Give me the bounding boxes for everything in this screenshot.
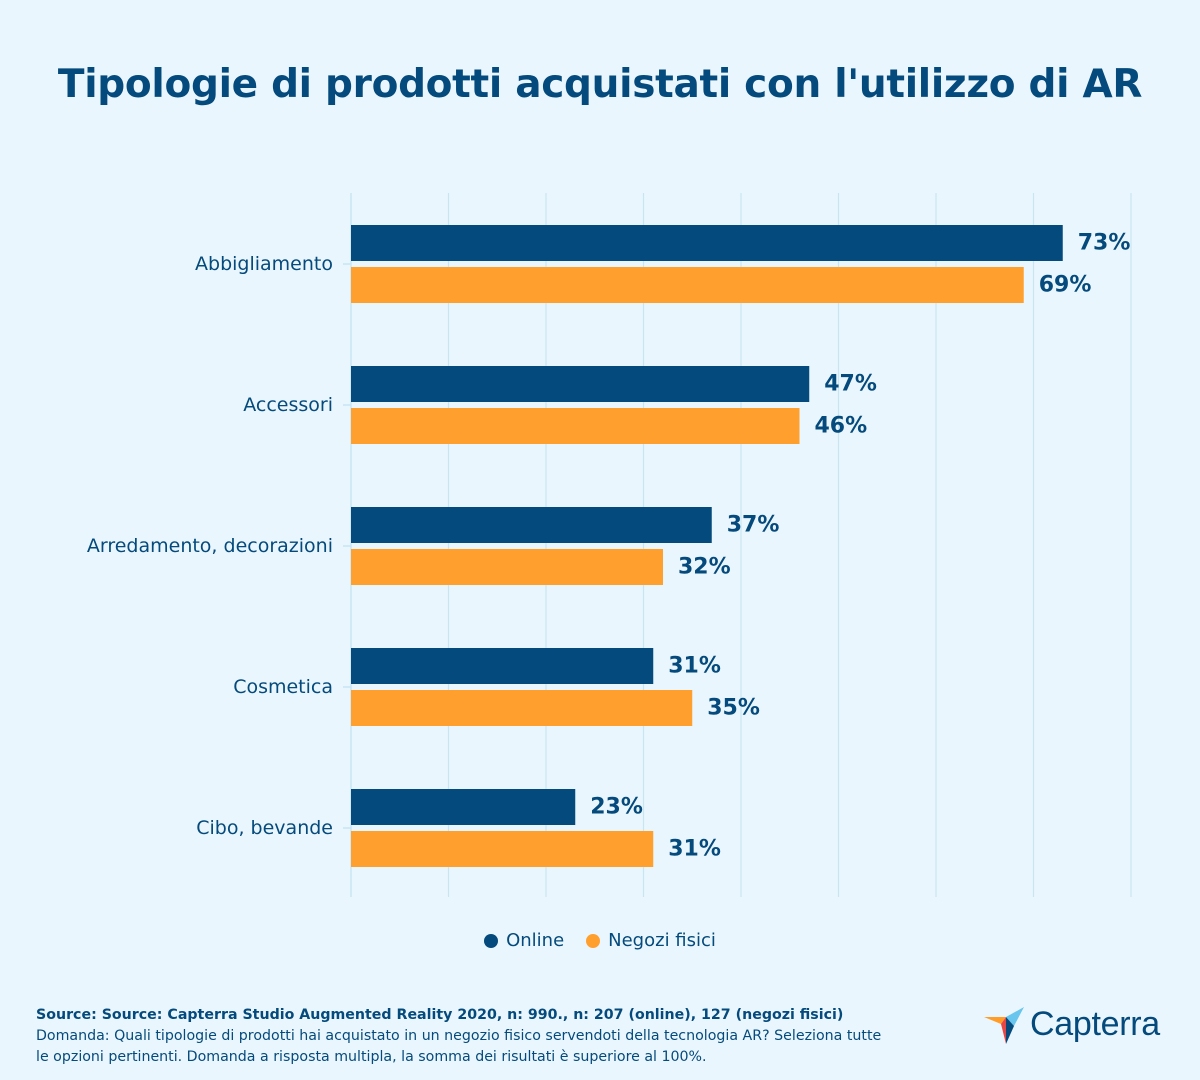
value-label-stores: 35%	[707, 696, 760, 721]
category-label: Arredamento, decorazioni	[87, 535, 333, 557]
legend-label-online: Online	[506, 930, 565, 951]
footer: Source: Source: Capterra Studio Augmente…	[36, 1005, 896, 1068]
legend-item-online: Online	[484, 930, 564, 951]
footer-source: Source: Source: Capterra Studio Augmente…	[36, 1007, 844, 1023]
bar-stores	[351, 267, 1024, 303]
value-label-online: 31%	[668, 654, 721, 679]
value-label-online: 47%	[824, 372, 877, 397]
value-label-stores: 69%	[1039, 273, 1092, 298]
value-label-online: 73%	[1078, 231, 1131, 256]
value-label-stores: 46%	[815, 414, 868, 439]
bar-online	[351, 507, 712, 543]
bar-stores	[351, 549, 663, 585]
legend: Online Negozi fisici	[0, 930, 1200, 951]
capterra-logo: Capterra	[984, 1004, 1160, 1044]
bar-chart: Abbigliamento 73% 69% Accessori 47% 46% Arreda…	[87, 193, 1132, 897]
legend-dot-online	[484, 933, 499, 948]
value-label-stores: 31%	[668, 837, 721, 862]
bar-online	[351, 789, 576, 825]
category-label: Accessori	[243, 394, 333, 416]
category-label: Abbigliamento	[195, 253, 333, 275]
value-label-online: 37%	[727, 513, 780, 538]
category-label: Cosmetica	[233, 676, 333, 698]
capterra-logo-text: Capterra	[1030, 1004, 1160, 1043]
legend-item-stores: Negozi fisici	[586, 930, 716, 951]
bar-stores	[351, 690, 693, 726]
bar-stores	[351, 408, 800, 444]
value-label-stores: 32%	[678, 555, 731, 580]
bar-stores	[351, 831, 654, 867]
bar-online	[351, 225, 1063, 261]
legend-label-stores: Negozi fisici	[608, 930, 716, 951]
category-label: Cibo, bevande	[196, 817, 333, 839]
value-label-online: 23%	[590, 795, 643, 820]
bar-online	[351, 366, 810, 402]
legend-dot-stores	[586, 933, 601, 948]
footer-question: Domanda: Quali tipologie di prodotti hai…	[36, 1028, 882, 1065]
bar-online	[351, 648, 654, 684]
capterra-logo-icon	[984, 1007, 1024, 1044]
chart-title: Tipologie di prodotti acquistati con l'u…	[57, 62, 1143, 107]
